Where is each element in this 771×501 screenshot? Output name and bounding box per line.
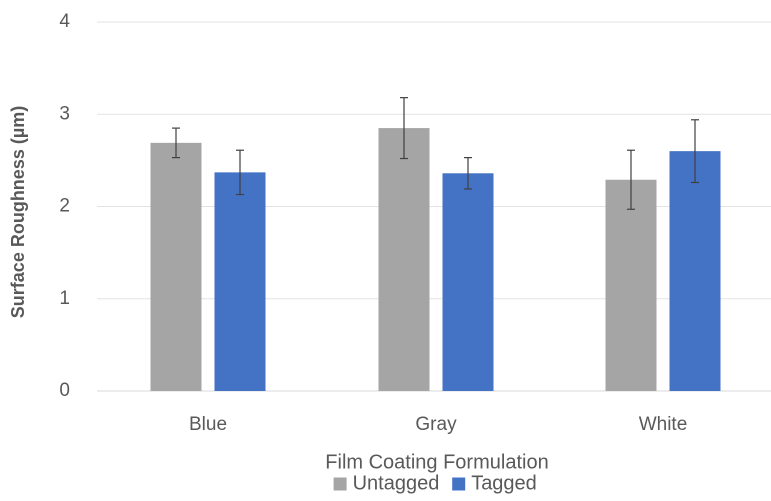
legend-label-untagged: Untagged	[353, 472, 440, 494]
legend: Untagged Tagged	[333, 472, 537, 494]
y-axis-title: Surface Roughness (µm)	[8, 106, 28, 318]
y-tick-label: 0	[59, 380, 70, 401]
bar-untagged-blue	[150, 142, 202, 391]
bar-tagged-gray	[442, 173, 494, 391]
y-tick-label: 4	[59, 11, 70, 32]
bar-tagged-white	[669, 151, 721, 391]
y-tick-label: 3	[59, 103, 70, 124]
legend-swatch-untagged	[333, 477, 347, 491]
x-axis-ticks: Blue Gray White	[189, 414, 687, 435]
x-axis-title: Film Coating Formulation	[325, 451, 548, 473]
x-tick-label: White	[639, 414, 688, 435]
bar-untagged-white	[605, 179, 657, 391]
y-tick-label: 2	[59, 196, 70, 217]
x-tick-label: Gray	[415, 414, 457, 435]
x-tick-label: Blue	[189, 414, 227, 435]
gridlines	[97, 21, 771, 392]
bar-untagged-gray	[378, 128, 430, 391]
legend-swatch-tagged	[452, 477, 466, 491]
error-bars	[172, 97, 699, 210]
bars	[150, 128, 721, 391]
y-tick-label: 1	[59, 288, 70, 309]
y-axis-ticks: 0 1 2 3 4	[59, 11, 70, 401]
legend-label-tagged: Tagged	[471, 472, 537, 494]
bar-tagged-blue	[214, 172, 266, 391]
